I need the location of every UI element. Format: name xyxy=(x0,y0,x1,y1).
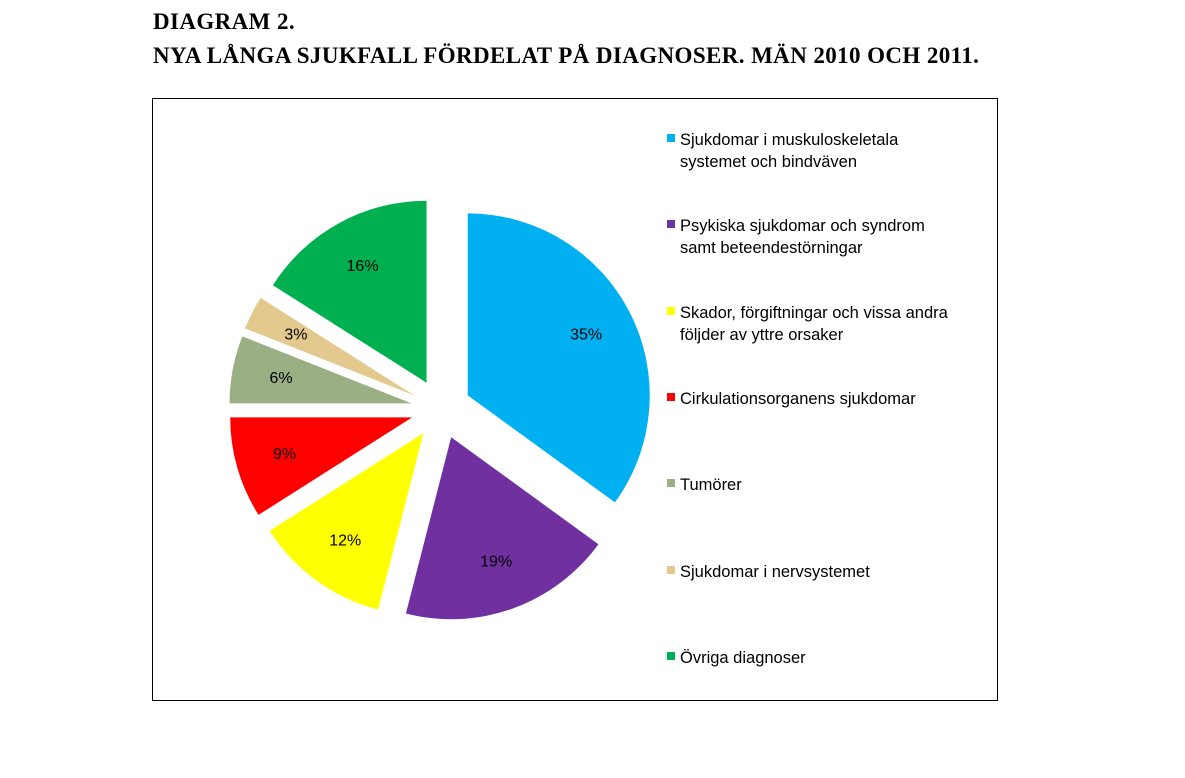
data-label-cirkulationsorganens-sjukdomar: 9% xyxy=(273,446,296,463)
data-label-skador-f-rgiftningar-och-vissa-andra: 12% xyxy=(329,532,361,549)
pie-slice-vriga-diagnoser xyxy=(272,200,427,383)
pie-slice-tum-rer xyxy=(229,336,412,404)
pie-slice-skador-f-rgiftningar-och-vissa-andra xyxy=(269,433,424,610)
chart-heading-number: DIAGRAM 2. xyxy=(153,9,295,34)
legend-swatch xyxy=(667,306,675,315)
legend-label: Övriga diagnoser xyxy=(680,648,806,667)
legend-swatch xyxy=(667,565,675,574)
pie-slice-sjukdomar-i-nervsystemet xyxy=(245,297,415,396)
legend-label: Sjukdomar i nervsystemet xyxy=(680,562,870,581)
legend-label: Cirkulationsorganens sjukdomar xyxy=(680,389,916,408)
data-label-tum-rer: 6% xyxy=(269,370,292,387)
chart-area: 35% 19% 12% 9% 6% 3% 16% Sjukdomar i muskulosk… xyxy=(152,98,998,701)
pie-slice-sjukdomar-i-muskuloskeletala xyxy=(467,213,650,503)
chart-heading-title: NYA LÅNGA SJUKFALL FÖRDELAT PÅ DIAGNOSER… xyxy=(153,43,980,68)
legend-swatch xyxy=(667,479,675,488)
legend-swatch xyxy=(667,220,675,229)
data-label-sjukdomar-i-muskuloskeletala: 35% xyxy=(570,327,602,344)
legend-swatch xyxy=(667,392,675,401)
legend-label: Skador, förgiftningar och vissa andra fö… xyxy=(680,303,948,344)
legend-swatch xyxy=(667,651,675,660)
pie-slice-cirkulationsorganens-sjukdomar xyxy=(230,417,413,515)
pie-slice-psykiska-sjukdomar-och-syndrom xyxy=(405,437,599,620)
data-label-vriga-diagnoser: 16% xyxy=(347,258,379,275)
data-label-sjukdomar-i-nervsystemet: 3% xyxy=(284,327,307,344)
data-label-psykiska-sjukdomar-och-syndrom: 19% xyxy=(480,554,512,571)
legend-swatch xyxy=(667,134,675,142)
legend-label: Psykiska sjukdomar och syndrom samt bete… xyxy=(680,217,925,258)
pie-chart: 35% 19% 12% 9% 6% 3% 16% xyxy=(229,200,650,620)
legend-label: Sjukdomar i muskuloskeletala systemet oc… xyxy=(680,131,899,171)
legend-label: Tumörer xyxy=(680,476,742,495)
